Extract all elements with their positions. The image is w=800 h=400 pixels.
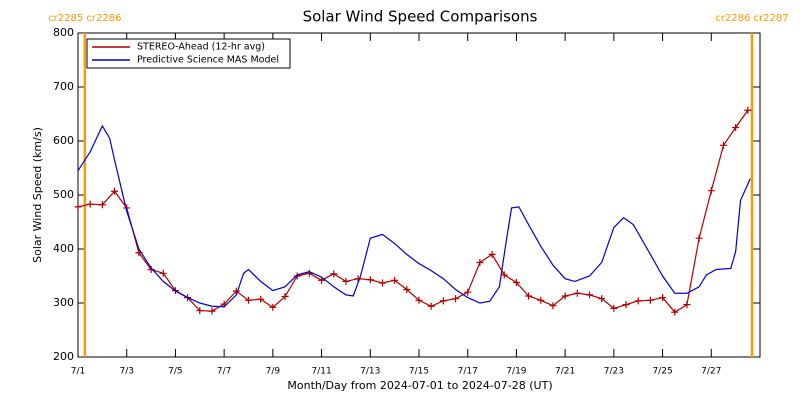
data-point bbox=[439, 297, 447, 305]
data-point bbox=[403, 286, 411, 293]
y-tick-label: 200 bbox=[53, 350, 74, 363]
data-point bbox=[86, 200, 94, 208]
data-point bbox=[427, 302, 435, 310]
x-tick-label: 7/13 bbox=[360, 367, 380, 377]
data-point bbox=[257, 295, 265, 303]
x-tick-label: 7/21 bbox=[555, 367, 575, 377]
x-tick-label: 7/19 bbox=[506, 367, 526, 377]
data-point bbox=[208, 307, 216, 315]
data-point bbox=[98, 201, 106, 209]
data-point bbox=[245, 296, 252, 304]
data-point bbox=[732, 124, 740, 131]
data-point bbox=[707, 187, 715, 195]
x-tick-label: 7/11 bbox=[311, 367, 331, 377]
data-point bbox=[293, 272, 301, 280]
data-point bbox=[598, 295, 606, 303]
data-point bbox=[378, 279, 386, 287]
y-tick-label: 500 bbox=[53, 188, 74, 201]
data-point bbox=[525, 292, 533, 300]
data-point bbox=[586, 291, 593, 299]
data-point bbox=[342, 277, 350, 285]
data-point bbox=[512, 278, 520, 286]
x-tick-label: 7/23 bbox=[604, 367, 624, 377]
data-point bbox=[719, 141, 727, 149]
data-point bbox=[415, 296, 423, 304]
y-tick-label: 700 bbox=[53, 80, 74, 93]
chart-title: Solar Wind Speed Comparisons bbox=[303, 8, 538, 26]
data-point bbox=[500, 271, 508, 279]
data-point bbox=[622, 301, 630, 309]
data-point bbox=[561, 292, 569, 300]
y-tick-label: 600 bbox=[53, 134, 74, 147]
y-tick-label: 800 bbox=[53, 26, 74, 39]
carrington-label: cr2285 cr2286 bbox=[48, 13, 121, 24]
data-point bbox=[671, 308, 679, 316]
data-point bbox=[549, 302, 557, 310]
x-tick-label: 7/25 bbox=[652, 367, 672, 377]
data-point bbox=[610, 304, 618, 312]
x-tick-label: 7/15 bbox=[409, 367, 429, 377]
data-point bbox=[659, 294, 667, 302]
y-tick-label: 400 bbox=[53, 242, 74, 255]
x-tick-label: 7/27 bbox=[701, 367, 721, 377]
series-line bbox=[77, 124, 751, 308]
data-point bbox=[488, 250, 496, 258]
data-point bbox=[159, 269, 167, 277]
data-point bbox=[695, 234, 703, 242]
data-point bbox=[330, 270, 338, 278]
y-axis-title: Solar Wind Speed (km/s) bbox=[31, 127, 44, 263]
legend-label: STEREO-Ahead (12-hr avg) bbox=[137, 42, 265, 53]
legend-label: Predictive Science MAS Model bbox=[137, 55, 279, 66]
data-point bbox=[196, 307, 204, 315]
x-tick-label: 7/3 bbox=[119, 367, 133, 377]
data-point bbox=[683, 301, 691, 309]
data-point bbox=[476, 259, 484, 266]
carrington-label: cr2286 cr2287 bbox=[715, 13, 788, 24]
data-point bbox=[452, 295, 460, 303]
data-point bbox=[111, 187, 119, 195]
legend-box bbox=[86, 38, 291, 69]
x-axis-title: Month/Day from 2024-07-01 to 2024-07-28 … bbox=[287, 379, 552, 392]
data-point bbox=[281, 293, 289, 301]
x-tick-label: 7/7 bbox=[217, 367, 231, 377]
data-point bbox=[634, 297, 642, 305]
data-point bbox=[74, 203, 82, 211]
data-point bbox=[573, 289, 581, 297]
plot-frame bbox=[77, 32, 761, 358]
series-line bbox=[77, 109, 749, 313]
data-point bbox=[744, 106, 752, 114]
data-point bbox=[646, 296, 654, 304]
x-tick-label: 7/17 bbox=[458, 367, 478, 377]
data-point bbox=[269, 303, 277, 311]
data-point bbox=[366, 276, 374, 284]
y-tick-label: 300 bbox=[53, 296, 74, 309]
data-point bbox=[391, 276, 399, 284]
data-point bbox=[318, 276, 326, 284]
x-tick-label: 7/9 bbox=[266, 367, 281, 377]
x-tick-label: 7/5 bbox=[168, 367, 182, 377]
x-tick-label: 7/1 bbox=[71, 367, 85, 377]
data-point bbox=[464, 288, 472, 296]
data-point bbox=[537, 296, 545, 304]
